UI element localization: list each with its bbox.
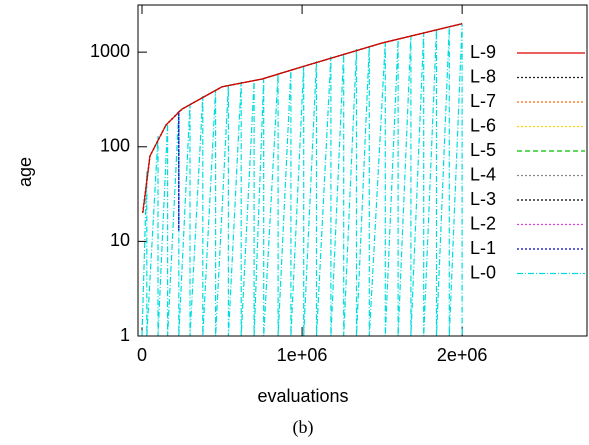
series-line: [142, 23, 463, 231]
legend-label: L-8: [470, 66, 496, 86]
legend-label: L-4: [470, 164, 496, 184]
legend-label: L-9: [470, 42, 496, 62]
x-axis-label: evaluations: [257, 386, 348, 406]
series-line: [141, 23, 463, 337]
legend-label: L-0: [470, 262, 496, 282]
y-tick-label: 10: [110, 230, 130, 250]
legend-label: L-3: [470, 189, 496, 209]
series-line: [142, 23, 463, 213]
series-line: [142, 23, 463, 213]
caption: (b): [293, 417, 314, 438]
legend-label: L-5: [470, 140, 496, 160]
plot-frame: [137, 4, 588, 337]
legend-label: L-6: [470, 115, 496, 135]
legend-label: L-7: [470, 91, 496, 111]
series-line: [142, 23, 463, 213]
series-line: [142, 23, 463, 213]
series-line: [142, 23, 463, 213]
series-line: [142, 23, 463, 213]
y-tick-label: 1: [120, 325, 130, 345]
y-tick-label: 1000: [90, 41, 130, 61]
x-tick-label: 2e+06: [437, 345, 488, 365]
x-tick-label: 0: [137, 345, 147, 365]
y-tick-label: 100: [100, 136, 130, 156]
legend-label: L-1: [470, 238, 496, 258]
x-tick-label: 1e+06: [277, 345, 328, 365]
y-axis-label: age: [15, 157, 35, 187]
legend-label: L-2: [470, 213, 496, 233]
series-line: [142, 23, 463, 213]
series-line: [142, 23, 463, 213]
